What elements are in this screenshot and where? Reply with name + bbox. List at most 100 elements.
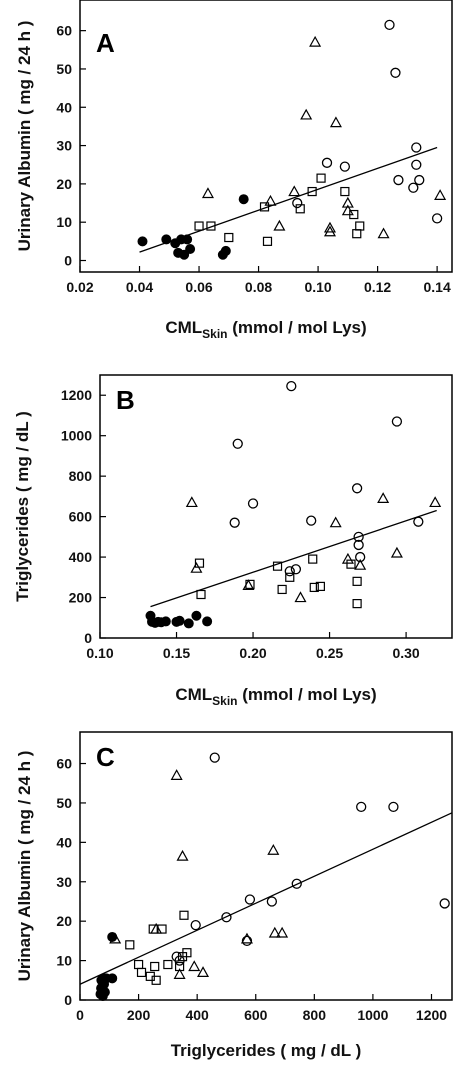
- point-open-square: [316, 173, 326, 183]
- y-tick-label: 20: [56, 913, 72, 929]
- point-open-circle: [413, 516, 424, 527]
- point-open-square: [206, 221, 216, 231]
- point-open-circle: [353, 539, 364, 551]
- point-open-square: [163, 959, 173, 970]
- point-open-square: [272, 561, 283, 571]
- point-filled-circle: [174, 615, 185, 626]
- point-open-circle: [291, 878, 302, 889]
- point-open-circle: [356, 801, 367, 813]
- point-open-circle: [408, 182, 419, 193]
- x-axis-title: Triglycerides ( mg / dL ): [171, 1041, 362, 1060]
- point-filled-circle: [99, 987, 110, 998]
- point-filled-circle: [179, 249, 190, 260]
- plot-frame: [79, 731, 453, 1001]
- point-open-triangle: [341, 196, 354, 208]
- point-filled-circle: [182, 234, 193, 245]
- x-tick-label: 0.08: [245, 279, 272, 295]
- regression-line: [79, 812, 453, 985]
- point-open-triangle: [201, 187, 214, 199]
- panel-label: C: [96, 742, 115, 772]
- panel-label: B: [116, 385, 135, 415]
- x-tick-label: 1000: [357, 1007, 388, 1023]
- point-filled-circle: [202, 616, 213, 627]
- point-open-square: [179, 910, 189, 920]
- point-open-square: [315, 581, 325, 592]
- point-filled-circle: [161, 234, 172, 245]
- x-tick-label: 0.12: [364, 279, 391, 295]
- point-open-triangle: [354, 558, 367, 570]
- point-open-triangle: [197, 966, 210, 978]
- x-axis-title: CMLSkin (mmol / mol Lys): [165, 318, 366, 341]
- point-open-circle: [393, 174, 404, 186]
- point-open-triangle: [377, 492, 390, 504]
- point-open-circle: [292, 197, 303, 209]
- y-tick-label: 60: [56, 756, 72, 772]
- y-tick-label: 600: [69, 509, 93, 525]
- y-tick-label: 50: [56, 61, 72, 77]
- point-open-triangle: [434, 189, 447, 200]
- point-open-triangle: [173, 968, 186, 979]
- point-open-square: [194, 558, 205, 568]
- point-open-circle: [286, 380, 297, 392]
- point-open-circle: [190, 919, 201, 931]
- y-axis-title: Triglycerides ( mg / dL ): [13, 411, 32, 602]
- point-open-triangle: [273, 219, 286, 231]
- point-open-square: [307, 186, 317, 197]
- point-filled-circle: [220, 245, 231, 256]
- point-open-circle: [306, 515, 317, 526]
- point-open-triangle: [109, 932, 122, 944]
- x-tick-label: 0.14: [423, 279, 450, 295]
- point-open-square: [194, 221, 204, 231]
- y-axis-title: Urinary Albumin ( mg / 24 h ): [15, 751, 34, 982]
- x-tick-label: 800: [303, 1007, 327, 1023]
- point-open-circle: [321, 157, 333, 168]
- point-open-square: [136, 967, 147, 978]
- point-open-square: [245, 579, 255, 589]
- point-open-square: [150, 961, 160, 972]
- point-open-triangle: [323, 225, 337, 237]
- x-tick-label: 400: [185, 1007, 209, 1023]
- point-open-triangle: [341, 552, 354, 564]
- point-open-circle: [384, 19, 395, 31]
- point-open-circle: [391, 416, 403, 427]
- x-tick-label: 0.15: [163, 645, 190, 661]
- x-tick-label: 0.06: [185, 279, 212, 295]
- panel-a: A 0 10 20 30 40 50 60 0.02 0.04 0.06 0.08 0.10 0.12 0.…: [15, 0, 453, 341]
- y-tick-label: 30: [56, 874, 72, 890]
- point-open-circle: [339, 161, 351, 172]
- y-tick-label: 50: [56, 795, 72, 811]
- point-open-square: [352, 599, 362, 609]
- point-open-circle: [229, 517, 240, 528]
- point-open-square: [277, 584, 287, 595]
- point-open-triangle: [390, 546, 403, 558]
- point-open-square: [196, 589, 206, 600]
- point-open-square: [157, 924, 167, 934]
- point-open-circle: [431, 213, 443, 224]
- point-open-triangle: [240, 932, 253, 944]
- y-tick-label: 10: [56, 953, 72, 969]
- point-open-triangle: [185, 496, 198, 508]
- y-tick-label: 400: [69, 549, 93, 565]
- point-open-circle: [241, 935, 253, 947]
- point-open-square: [148, 924, 158, 934]
- plot-frame: [79, 0, 453, 273]
- point-open-circle: [411, 159, 422, 170]
- x-tick-label: 1200: [416, 1007, 447, 1023]
- point-open-circle: [390, 67, 401, 78]
- y-axis-title: Urinary Albumin ( mg / 24 h ): [15, 21, 34, 252]
- point-open-circle: [244, 894, 256, 905]
- point-open-triangle: [329, 516, 342, 528]
- x-tick-label: 0.04: [126, 279, 153, 295]
- x-tick-label: 0.30: [392, 645, 419, 661]
- point-filled-circle: [183, 618, 194, 629]
- y-tick-label: 800: [69, 468, 93, 484]
- x-axis-title: CMLSkin (mmol / mol Lys): [175, 685, 376, 708]
- y-tick-label: 40: [56, 99, 72, 115]
- point-open-triangle: [264, 194, 277, 206]
- point-open-triangle: [294, 591, 307, 603]
- point-open-square: [262, 236, 273, 246]
- y-tick-label: 20: [56, 176, 72, 192]
- point-open-circle: [388, 801, 399, 813]
- y-tick-label: 0: [64, 992, 72, 1008]
